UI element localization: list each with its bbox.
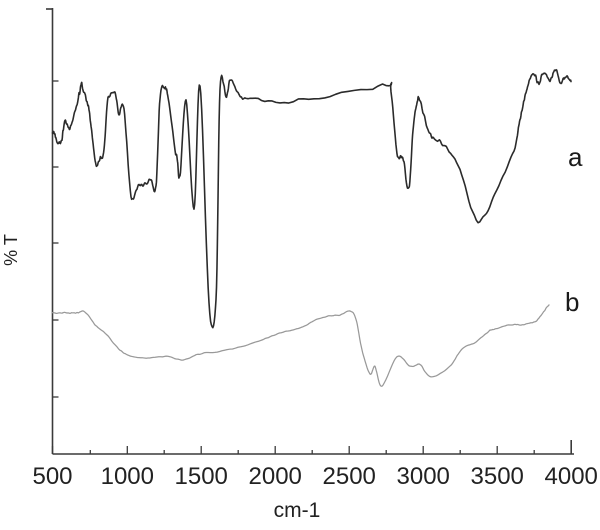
- svg-text:3000: 3000: [397, 463, 450, 490]
- svg-text:cm-1: cm-1: [274, 499, 321, 522]
- svg-text:2000: 2000: [249, 463, 302, 490]
- svg-text:3500: 3500: [471, 463, 524, 490]
- svg-text:1000: 1000: [101, 463, 154, 490]
- svg-text:b: b: [565, 287, 579, 317]
- svg-text:4000: 4000: [545, 463, 598, 490]
- svg-text:% T: % T: [1, 234, 21, 266]
- svg-text:1500: 1500: [175, 463, 228, 490]
- svg-text:2500: 2500: [323, 463, 376, 490]
- svg-text:a: a: [568, 142, 583, 172]
- svg-text:500: 500: [32, 463, 72, 490]
